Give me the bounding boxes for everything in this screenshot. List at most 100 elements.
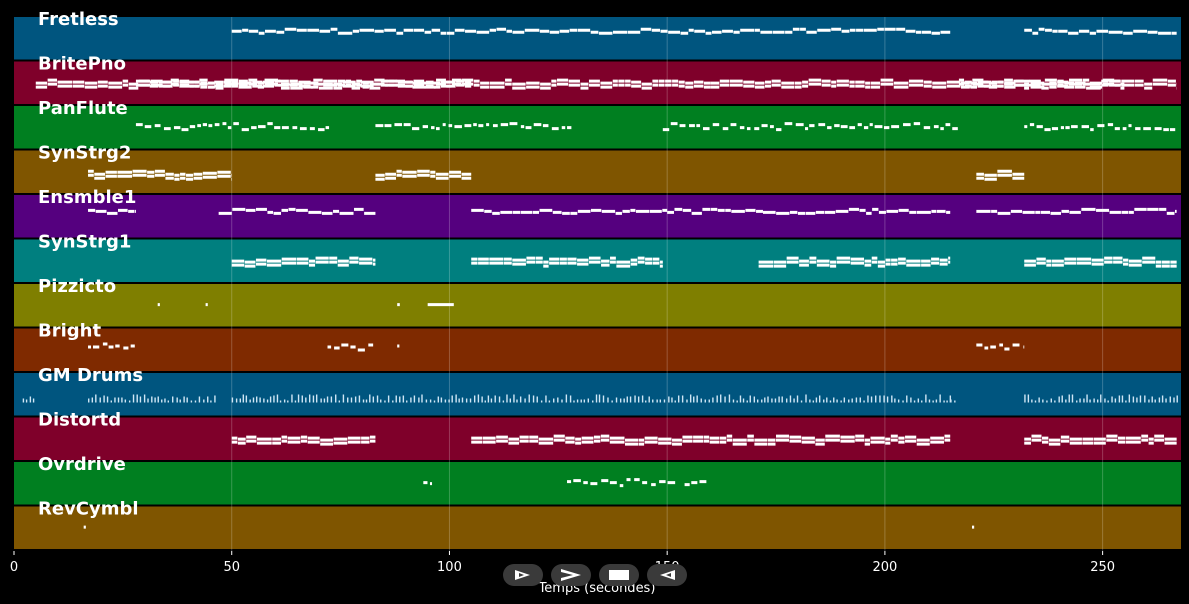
note-mark bbox=[35, 85, 48, 89]
note-mark bbox=[114, 397, 116, 403]
note-mark bbox=[1128, 394, 1131, 403]
note-mark bbox=[326, 396, 329, 403]
note-mark bbox=[1024, 259, 1036, 263]
note-mark bbox=[1155, 260, 1161, 264]
note-mark bbox=[1169, 396, 1171, 403]
note-mark bbox=[440, 397, 443, 403]
note-mark bbox=[797, 211, 806, 215]
note-mark bbox=[885, 437, 891, 441]
note-mark bbox=[134, 209, 136, 213]
note-mark bbox=[526, 256, 536, 260]
note-mark bbox=[72, 84, 85, 88]
note-mark bbox=[1030, 81, 1045, 85]
note-mark bbox=[1046, 400, 1048, 403]
note-mark bbox=[437, 396, 440, 403]
note-mark bbox=[199, 78, 208, 82]
note-mark bbox=[274, 83, 281, 87]
note-mark bbox=[1012, 176, 1025, 180]
note-mark bbox=[244, 264, 256, 268]
note-mark bbox=[940, 30, 951, 34]
note-mark bbox=[984, 346, 989, 350]
note-mark bbox=[619, 484, 624, 488]
note-mark bbox=[1164, 437, 1177, 441]
fast-forward-button[interactable] bbox=[551, 564, 591, 586]
note-mark bbox=[754, 127, 760, 131]
note-mark bbox=[1128, 210, 1134, 214]
play-backward-button[interactable] bbox=[647, 564, 687, 586]
labels-layer: Fretless BritePno PanFlute SynStrg2 Ensmble1… bbox=[38, 9, 143, 520]
note-mark bbox=[802, 80, 809, 84]
note-mark bbox=[337, 79, 346, 83]
note-mark bbox=[800, 27, 806, 31]
note-mark bbox=[500, 123, 509, 127]
note-mark bbox=[233, 122, 239, 126]
note-mark bbox=[147, 398, 149, 403]
note-mark bbox=[1024, 125, 1028, 129]
note-mark bbox=[906, 259, 921, 263]
note-mark bbox=[252, 84, 263, 88]
note-mark bbox=[1117, 440, 1126, 444]
note-mark bbox=[1107, 400, 1109, 403]
note-mark bbox=[693, 80, 704, 84]
note-mark bbox=[333, 86, 343, 90]
note-mark bbox=[167, 400, 170, 403]
note-mark bbox=[88, 173, 94, 177]
note-mark bbox=[667, 481, 676, 485]
note-mark bbox=[1108, 30, 1123, 34]
note-mark bbox=[836, 83, 849, 87]
note-mark bbox=[1068, 78, 1083, 82]
note-mark bbox=[1051, 263, 1064, 267]
note-mark bbox=[258, 31, 265, 35]
note-mark bbox=[1128, 263, 1142, 267]
note-mark bbox=[520, 125, 525, 129]
note-mark bbox=[1045, 28, 1052, 32]
note-mark bbox=[906, 395, 908, 403]
track-label: GM Drums bbox=[38, 365, 143, 386]
note-mark bbox=[1052, 29, 1058, 33]
note-mark bbox=[264, 78, 279, 82]
note-mark bbox=[385, 83, 395, 87]
note-mark bbox=[1032, 31, 1039, 35]
note-mark bbox=[640, 27, 652, 31]
note-mark bbox=[308, 263, 316, 267]
note-mark bbox=[157, 303, 160, 307]
note-mark bbox=[337, 259, 349, 263]
note-mark bbox=[684, 483, 690, 487]
stop-button[interactable] bbox=[599, 564, 639, 586]
note-mark bbox=[508, 437, 520, 441]
note-mark bbox=[1123, 258, 1129, 262]
note-mark bbox=[708, 399, 710, 403]
note-mark bbox=[641, 395, 644, 403]
note-mark bbox=[761, 124, 768, 128]
note-mark bbox=[709, 440, 720, 444]
note-mark bbox=[1173, 397, 1175, 403]
note-mark bbox=[802, 84, 809, 88]
note-mark bbox=[601, 479, 609, 483]
note-mark bbox=[349, 256, 359, 260]
note-mark bbox=[315, 260, 329, 264]
note-mark bbox=[773, 264, 787, 268]
note-mark bbox=[855, 84, 865, 88]
note-mark bbox=[384, 28, 396, 32]
note-mark bbox=[883, 395, 885, 403]
note-mark bbox=[879, 395, 881, 403]
note-mark bbox=[1164, 441, 1177, 445]
note-mark bbox=[231, 29, 242, 33]
note-mark bbox=[864, 442, 870, 446]
play-forward-button[interactable] bbox=[503, 564, 543, 586]
note-mark bbox=[484, 209, 492, 213]
note-mark bbox=[776, 211, 790, 215]
note-mark bbox=[971, 525, 975, 529]
note-mark bbox=[313, 78, 323, 82]
note-mark bbox=[893, 81, 909, 85]
note-mark bbox=[1121, 210, 1129, 214]
note-mark bbox=[774, 398, 777, 403]
note-mark bbox=[815, 442, 825, 446]
note-mark bbox=[1093, 398, 1095, 403]
note-mark bbox=[570, 211, 578, 215]
note-mark bbox=[88, 398, 90, 403]
note-mark bbox=[659, 260, 663, 264]
note-mark bbox=[446, 84, 452, 88]
note-mark bbox=[805, 394, 807, 403]
note-mark bbox=[990, 345, 996, 349]
